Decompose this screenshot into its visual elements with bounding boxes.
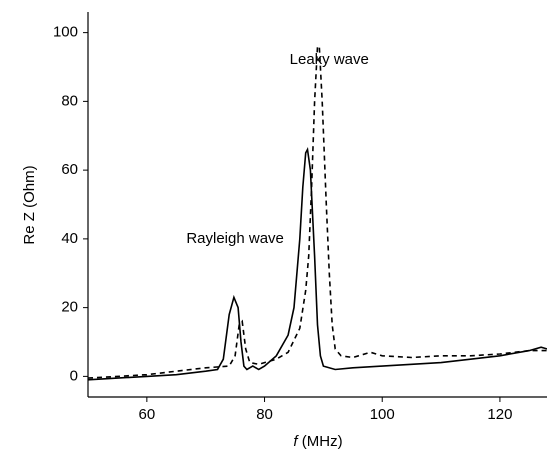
annotation: Leaky wave bbox=[290, 51, 369, 68]
x-label-symbol: f bbox=[293, 433, 299, 450]
x-tick-label: 100 bbox=[370, 406, 395, 423]
x-label-unit: (MHz) bbox=[302, 433, 343, 450]
annotation: Rayleigh wave bbox=[186, 230, 284, 247]
x-tick-label: 60 bbox=[139, 406, 156, 423]
x-axis-label: f (MHz) bbox=[293, 433, 342, 450]
y-tick-label: 60 bbox=[61, 161, 78, 178]
x-tick-label: 120 bbox=[487, 406, 512, 423]
y-tick-label: 100 bbox=[53, 24, 78, 41]
y-tick-label: 40 bbox=[61, 230, 78, 247]
y-tick-label: 80 bbox=[61, 92, 78, 109]
x-tick-label: 80 bbox=[256, 406, 273, 423]
y-tick-label: 20 bbox=[61, 299, 78, 316]
series-line bbox=[87, 45, 547, 379]
y-tick-label: 0 bbox=[70, 367, 78, 384]
y-axis-label: Re Z (Ohm) bbox=[21, 165, 38, 244]
series-line bbox=[87, 146, 547, 381]
